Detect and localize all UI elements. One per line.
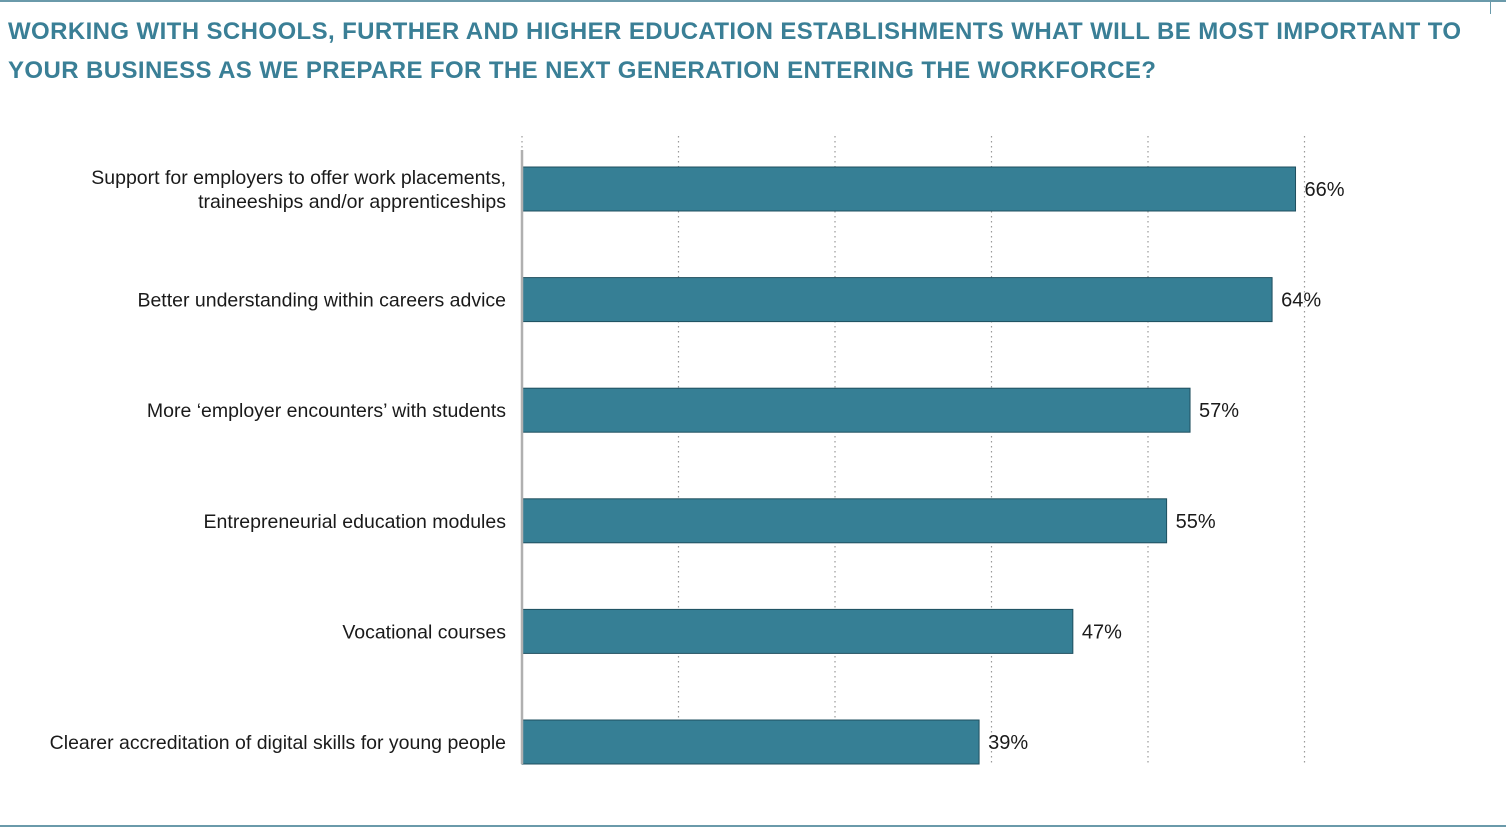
category-label: Support for employers to offer work plac… bbox=[91, 167, 506, 213]
value-label: 57% bbox=[1199, 400, 1239, 422]
bar bbox=[521, 277, 1273, 323]
bar bbox=[521, 387, 1191, 433]
bar bbox=[521, 608, 1074, 654]
value-label: 47% bbox=[1082, 621, 1122, 643]
bar bbox=[521, 719, 980, 765]
top-rule bbox=[0, 0, 1506, 2]
category-label: More ‘employer encounters’ with students bbox=[147, 400, 506, 422]
bar bbox=[521, 166, 1297, 212]
chart-title: WORKING WITH SCHOOLS, FURTHER AND HIGHER… bbox=[8, 18, 1462, 84]
category-label: Vocational courses bbox=[342, 621, 506, 643]
value-label: 55% bbox=[1176, 511, 1216, 533]
category-label: Clearer accreditation of digital skills … bbox=[50, 732, 506, 754]
corner-rule bbox=[1490, 0, 1491, 14]
value-label: 64% bbox=[1281, 290, 1321, 312]
value-label: 66% bbox=[1305, 179, 1345, 201]
value-label: 39% bbox=[988, 732, 1028, 754]
category-label: Entrepreneurial education modules bbox=[204, 511, 507, 533]
category-label: Better understanding within careers advi… bbox=[137, 290, 506, 312]
bottom-rule bbox=[0, 825, 1506, 827]
bar bbox=[521, 498, 1168, 544]
